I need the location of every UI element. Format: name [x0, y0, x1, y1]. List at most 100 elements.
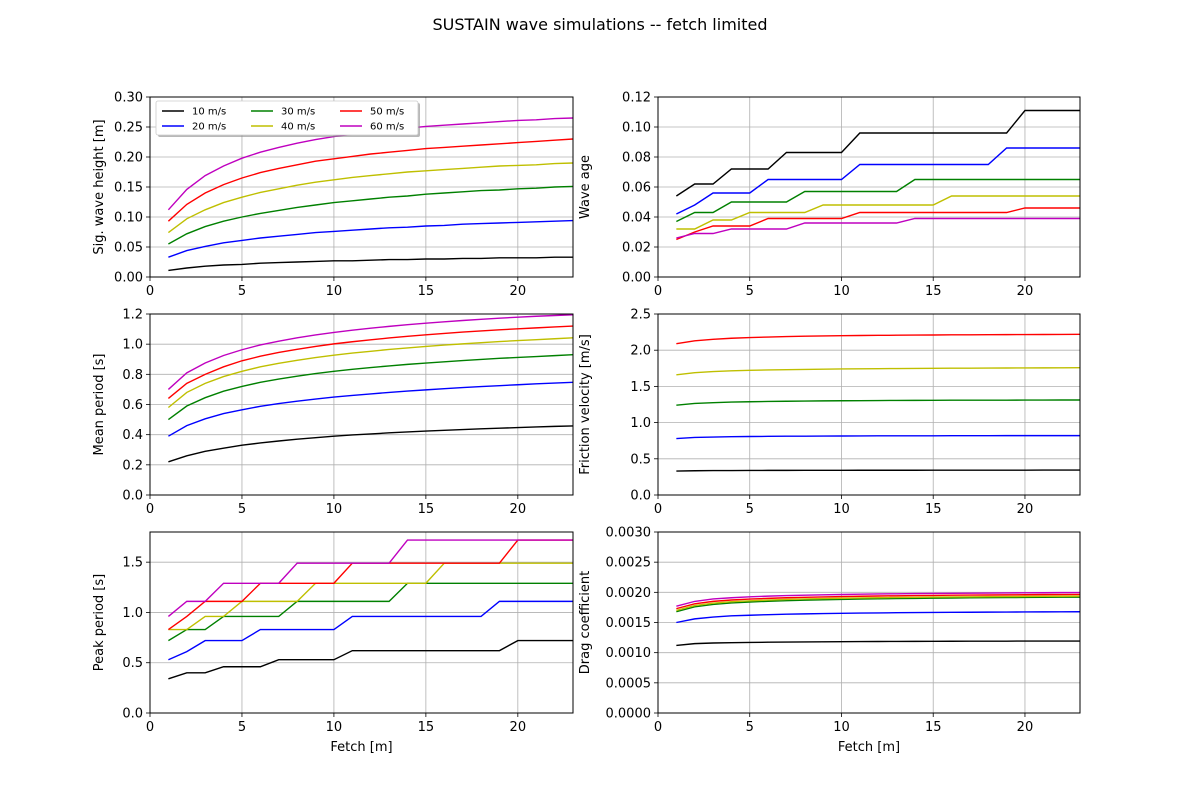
x-tick-label: 0 — [146, 284, 154, 299]
subplot-4: 0 5 10 15 20 0.0 0.5 1.0 1.5 2.0 2.5 Friction veloc… — [578, 308, 1081, 517]
y-tick-label: 2.0 — [630, 344, 651, 359]
y-tick-label: 0.05 — [114, 241, 143, 256]
axes-frame — [149, 96, 574, 278]
x-tick-label: 15 — [418, 284, 435, 299]
series-line-6 — [676, 217, 1080, 239]
series-line-4 — [676, 195, 1080, 230]
legend-label: 60 m/s — [370, 122, 404, 133]
series-line-4 — [676, 595, 1080, 612]
x-tick-label: 15 — [925, 720, 942, 735]
y-axis-label: Drag coefficient — [578, 571, 593, 674]
x-tick-label: 0 — [654, 502, 662, 517]
x-tick-label: 10 — [833, 502, 850, 517]
y-tick-label: 0.10 — [114, 211, 143, 226]
x-tick-label: 5 — [746, 502, 754, 517]
x-tick-label: 20 — [510, 284, 527, 299]
y-tick-label: 0.10 — [622, 121, 651, 136]
y-tick-label: 0.20 — [114, 151, 143, 166]
x-tick-label: 15 — [418, 502, 435, 517]
series-line-1 — [676, 469, 1080, 472]
series-line-1 — [676, 640, 1080, 647]
y-tick-label: 0.2 — [122, 458, 143, 473]
y-tick-label: 1.5 — [630, 380, 651, 395]
series-line-20-m-s — [168, 219, 573, 258]
x-axis-label: Fetch [m] — [330, 740, 392, 755]
y-tick-label: 0.0000 — [606, 707, 652, 722]
y-tick-label: 0.0030 — [606, 526, 652, 541]
x-tick-label: 5 — [238, 502, 246, 517]
y-tick-label: 0.6 — [122, 398, 143, 413]
x-tick-label: 5 — [238, 284, 246, 299]
axes-frame — [657, 531, 1081, 714]
y-tick-label: 0.04 — [622, 211, 651, 226]
series-line-2 — [676, 147, 1080, 215]
subplots-grid: 0 5 10 15 200.000.050.100.150.200.250.30Sig.… — [92, 91, 1081, 755]
y-tick-label: 0.0 — [122, 489, 143, 504]
x-tick-label: 5 — [238, 720, 246, 735]
x-tick-label: 0 — [654, 284, 662, 299]
x-tick-label: 20 — [1017, 284, 1034, 299]
subplot-5: 0 5 10 15 20 0.0 0.5 1.0 1.5 Peak period [s] Fetch… — [92, 531, 574, 755]
series-line-2 — [168, 600, 573, 661]
y-tick-label: 0.0015 — [606, 616, 652, 631]
y-tick-label: 0.0025 — [606, 556, 652, 571]
series-line-1 — [168, 425, 573, 463]
series-line-4 — [168, 562, 573, 631]
subplot-2: 0 5 10 15 20 0.00 0.02 0.04 0.06 0.08 0.10 0.12 Wave… — [578, 91, 1081, 299]
series-line-3 — [167, 354, 573, 421]
x-tick-label: 0 — [146, 502, 154, 517]
x-tick-label: 10 — [833, 284, 850, 299]
y-tick-label: 0.4 — [122, 428, 143, 443]
series-line-3 — [676, 178, 1080, 223]
legend-label: 30 m/s — [281, 107, 315, 118]
figure-title: SUSTAIN wave simulations -- fetch limite… — [433, 15, 768, 34]
legend: 10 m/s 20 m/s 30 m/s 40 m/s 50 m/s 60 m/s — [155, 100, 420, 137]
series-line-6 — [167, 314, 573, 390]
series-line-5 — [676, 207, 1080, 241]
x-tick-label: 15 — [418, 720, 435, 735]
series-line-4 — [167, 337, 573, 409]
x-tick-label: 10 — [833, 720, 850, 735]
legend-label: 20 m/s — [192, 122, 226, 133]
y-tick-label: 0.12 — [622, 91, 651, 106]
y-tick-label: 1.2 — [122, 308, 143, 323]
y-axis-label: Peak period [s] — [92, 574, 107, 671]
series-line-3 — [676, 596, 1080, 613]
axes-frame — [149, 531, 574, 714]
y-axis-label: Sig. wave height [m] — [92, 119, 107, 254]
x-tick-label: 10 — [326, 720, 343, 735]
axes-frame — [657, 313, 1081, 496]
x-tick-label: 10 — [326, 284, 343, 299]
x-tick-label: 20 — [1017, 502, 1034, 517]
y-tick-label: 0.0010 — [606, 646, 652, 661]
legend-label: 50 m/s — [370, 107, 404, 118]
y-axis-label: Friction velocity [m/s] — [578, 334, 593, 475]
series-line-6 — [167, 539, 573, 618]
x-tick-label: 5 — [746, 284, 754, 299]
x-tick-label: 20 — [510, 502, 527, 517]
series-line-30-m-s — [168, 185, 573, 245]
y-tick-label: 0.25 — [114, 121, 143, 136]
series-line-2 — [676, 434, 1080, 440]
y-axis-label: Mean period [s] — [92, 353, 107, 455]
y-tick-label: 0.08 — [622, 151, 651, 166]
y-tick-label: 0.15 — [114, 181, 143, 196]
x-tick-label: 15 — [925, 284, 942, 299]
y-tick-label: 1.0 — [122, 606, 143, 621]
x-tick-label: 20 — [1017, 720, 1034, 735]
x-tick-label: 0 — [654, 720, 662, 735]
series-line-40-m-s — [167, 162, 573, 234]
subplot-6: 0 5 10 15 20 0.0000 0.0005 0.0010 0.0015 0.0020 0.… — [578, 526, 1081, 755]
y-tick-label: 0.0020 — [606, 586, 652, 601]
y-tick-label: 0.30 — [114, 91, 143, 106]
subplot-3: 0 5 10 15 20 0.0 0.2 0.4 0.6 0.8 1.0 1.2 Mean period… — [92, 308, 574, 517]
y-tick-label: 1.0 — [122, 338, 143, 353]
subplot-1: 0 5 10 15 20 0.00 0.05 0.10 0.15 0.20 0.25 0.30 Sig.… — [92, 91, 574, 299]
y-tick-label: 0.00 — [114, 271, 143, 286]
y-tick-label: 1.0 — [630, 416, 651, 431]
x-tick-label: 15 — [925, 502, 942, 517]
axes-frame — [149, 313, 574, 496]
y-tick-label: 1.5 — [122, 556, 143, 571]
y-tick-label: 0.5 — [122, 656, 143, 671]
series-line-1 — [168, 639, 573, 680]
